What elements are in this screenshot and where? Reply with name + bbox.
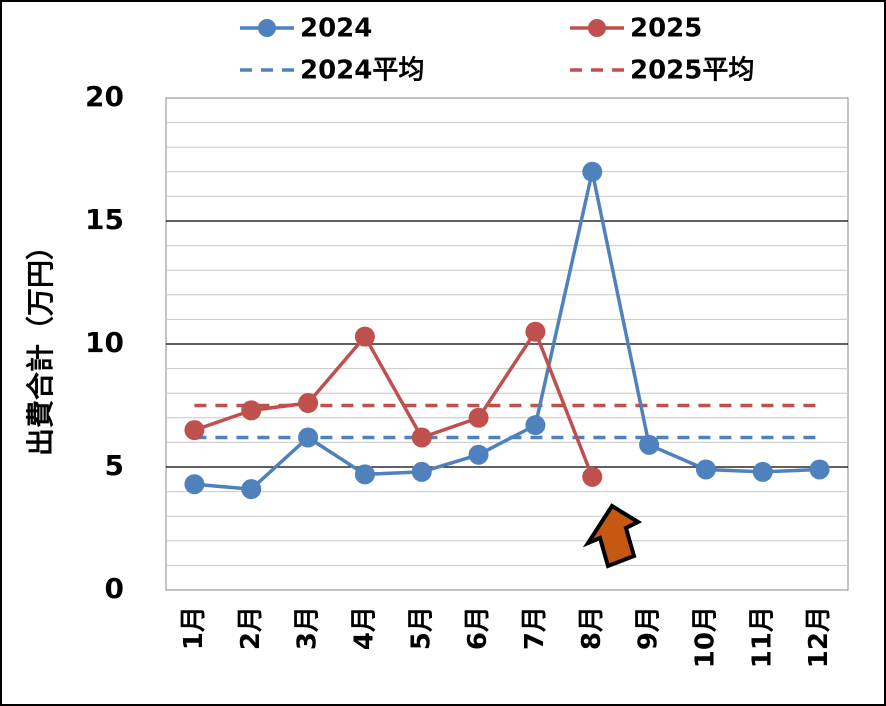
point [468,444,489,465]
y-tick-label: 15 [85,203,124,236]
x-tick-label: 8月 [577,606,607,650]
point [184,420,205,441]
x-tick-label: 6月 [463,606,493,650]
arrow-annotation [582,503,643,569]
point [298,393,319,414]
point [241,479,262,500]
legend-label: 2025 [630,14,702,44]
point [411,461,432,482]
legend-marker [588,19,606,37]
x-tick-label: 1月 [179,606,209,650]
point [298,427,319,448]
y-tick-label: 5 [105,449,124,482]
point [468,407,489,428]
point [809,459,830,480]
point [184,474,205,495]
point [582,161,603,182]
legend-label: 2024 [300,14,372,44]
legend-label: 2025平均 [630,56,754,86]
x-tick-label: 2月 [236,606,266,650]
point [354,464,375,485]
legend-label: 2024平均 [300,56,424,86]
legend-marker [258,19,276,37]
x-tick-label: 9月 [634,606,664,650]
point [525,415,546,436]
x-tick-label: 3月 [293,606,323,650]
point [752,461,773,482]
x-tick-label: 12月 [804,606,834,668]
point [411,427,432,448]
y-tick-label: 10 [85,326,124,359]
x-tick-label: 4月 [349,606,379,650]
point [639,434,660,455]
x-tick-label: 7月 [520,606,550,650]
y-tick-label: 20 [85,80,124,113]
point [695,459,716,480]
x-tick-label: 10月 [690,606,720,668]
point [525,321,546,342]
point [241,400,262,421]
point [582,466,603,487]
y-tick-label: 0 [105,572,124,605]
y-axis-label: 出費合計（万円） [24,232,57,456]
x-tick-label: 11月 [747,606,777,668]
x-tick-label: 5月 [406,606,436,650]
point [354,326,375,347]
